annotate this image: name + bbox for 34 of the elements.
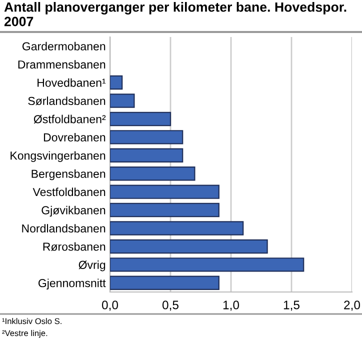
- bar: [110, 94, 135, 108]
- y-tick-label: Bergensbanen: [32, 169, 106, 180]
- bar: [110, 258, 304, 272]
- bar: [110, 202, 220, 218]
- bar: [110, 276, 220, 290]
- y-tick-label: Gardermobanen: [22, 42, 106, 50]
- y-tick-label: Rørosbanen: [43, 242, 106, 251]
- y-tick-label: Vestfoldbanen: [32, 188, 106, 196]
- bar: [110, 148, 184, 163]
- y-tick-label: Sørlandsbanen: [28, 96, 106, 106]
- y-tick-label: Øvrig: [78, 260, 106, 272]
- y-tick-label: Drammensbanen: [18, 60, 106, 69]
- bar: [110, 184, 220, 199]
- bar: [110, 75, 123, 90]
- bar: [110, 166, 196, 181]
- bar: [110, 112, 172, 126]
- text: ¹Inklusiv Oslo S.: [2, 318, 62, 324]
- x-tick-label: 0,5: [162, 300, 178, 311]
- y-tick-label: Gjøvikbanen: [42, 206, 106, 217]
- y-tick-label: Dovrebanen: [44, 133, 106, 142]
- x-tick-label: 1,0: [223, 300, 240, 311]
- chart-title: Antall planoverganger per kilometer bane. Hovedspor. 2007: [4, 2, 346, 26]
- y-tick-label: Østfoldbanen²: [34, 114, 106, 124]
- y-tick-label: Gjennomsnitt: [38, 278, 106, 290]
- y-tick-label: Nordlandsbanen: [22, 224, 106, 233]
- bar: [110, 221, 244, 236]
- x-tick-label: 2,0: [344, 300, 360, 311]
- y-tick-label: Hovedbanen¹: [38, 78, 106, 87]
- y-tick-label: Kongsvingerbanen: [10, 151, 106, 162]
- text: ²Vestre linje.: [2, 330, 48, 338]
- bar: [110, 130, 184, 144]
- x-tick-label: 0,0: [102, 300, 118, 311]
- x-tick-label: 1,5: [284, 300, 300, 311]
- bar: [110, 239, 268, 254]
